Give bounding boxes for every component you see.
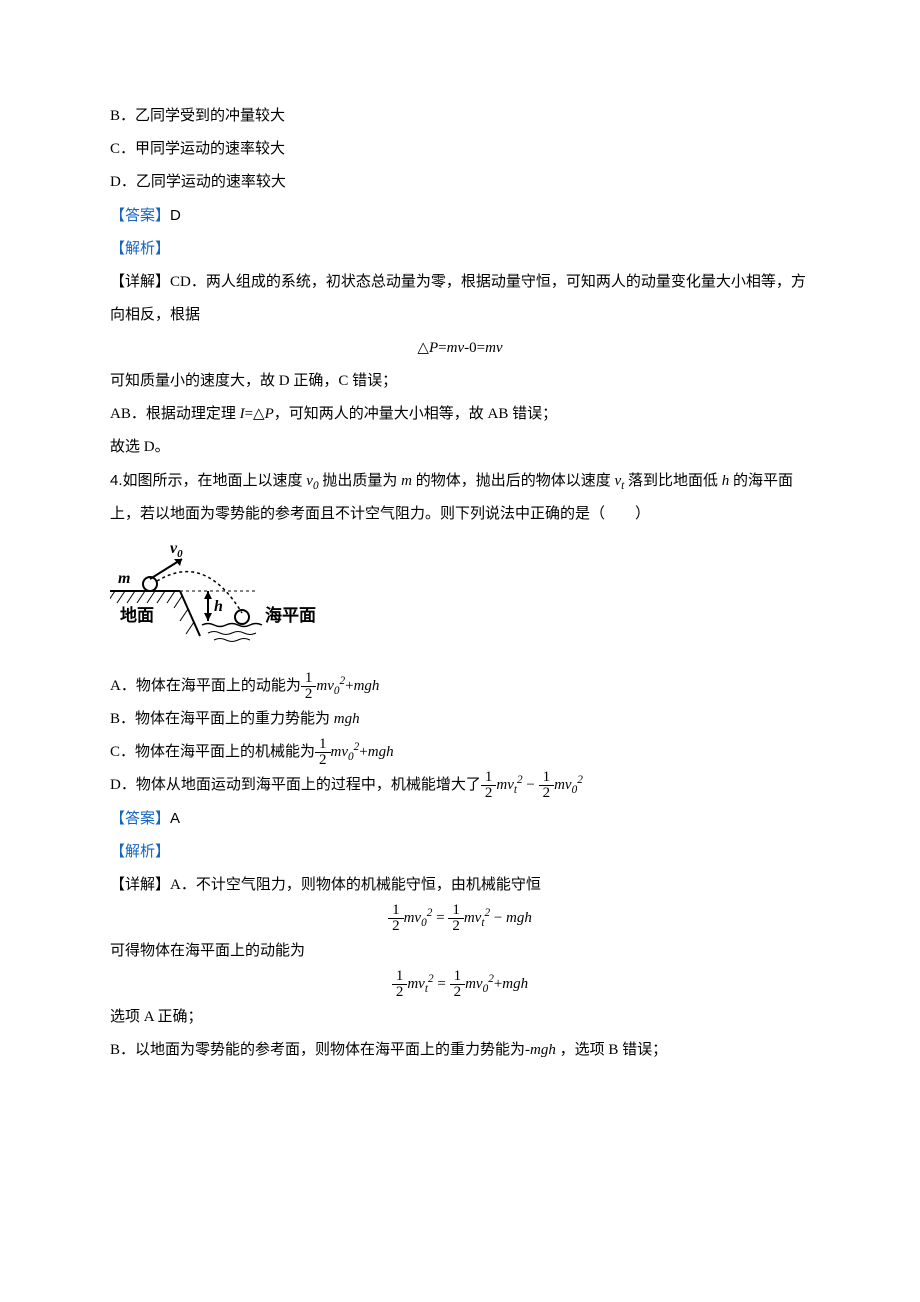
opt-b-text: 物体在海平面上的重力势能为 (135, 711, 334, 727)
analysis-1-ab: AB．根据动理定理 I=△P，可知两人的冲量大小相等，故 AB 错误； (110, 398, 810, 431)
equation-1: 12mv02 = 12mvt2 − mgh (110, 902, 810, 935)
q4-stem-p4: 落到比地面低 (624, 473, 722, 489)
dp-mv2: mv (485, 340, 503, 356)
analysis-label: 【解析】 (110, 241, 170, 257)
opt-d-mv1: mvt2 (496, 777, 522, 793)
dp-rest: -0= (464, 340, 485, 356)
q4-number: 4. (110, 472, 123, 489)
q4-stem-p2: 抛出质量为 (319, 473, 402, 489)
dp-eq1: = (438, 340, 446, 356)
opt-a-mv: mv02 (316, 678, 345, 694)
equation-dp: △P=mv-0=mv (110, 332, 810, 365)
analysis-2-b: B．以地面为零势能的参考面，则物体在海平面上的重力势能为-mgh ，选项 B 错… (110, 1034, 810, 1067)
opt-c-text: 物体在海平面上的机械能为 (135, 744, 315, 760)
opt-c-label: C． (110, 744, 135, 760)
analysis-2-label: 【解析】 (110, 836, 810, 869)
eq1-frac-l: 12 (388, 903, 404, 934)
an2-b-mgh: mgh (530, 1042, 556, 1058)
opt-b-mgh: mgh (334, 711, 360, 727)
eq1-minus: − (490, 910, 506, 926)
q4-option-c: C．物体在海平面上的机械能为12mv02+mgh (110, 736, 810, 769)
ab-part2: ，可知两人的冲量大小相等，故 AB 错误； (274, 406, 557, 422)
opt-d-mv2: mv02 (554, 777, 583, 793)
diagram-sea-label: 海平面 (265, 605, 316, 625)
equation-2: 12mvt2 = 12mv02+mgh (110, 968, 810, 1001)
q4-vt: vt (614, 473, 624, 489)
q4-diagram: v0 m h 地面 海平面 (110, 541, 810, 664)
analysis-2-detail-a: 【详解】A．不计空气阻力，则物体的机械能守恒，由机械能守恒 (110, 869, 810, 902)
q4-stem: 4.如图所示，在地面上以速度 v0 抛出质量为 m 的物体，抛出后的物体以速度 … (110, 464, 810, 531)
ab-eq: =△ (245, 406, 265, 422)
eq2-mv-l: mvt2 (407, 976, 433, 992)
analysis-1-line2: 可知质量小的速度大，故 D 正确，C 错误； (110, 365, 810, 398)
option-c: C．甲同学运动的速率较大 (110, 133, 810, 166)
answer-1: 【答案】D (110, 199, 810, 233)
frac-half-a: 12 (301, 671, 317, 702)
answer-value: D (170, 207, 181, 224)
analysis-1-label: 【解析】 (110, 233, 810, 266)
eq1-frac-r: 12 (448, 903, 464, 934)
q4-option-d: D．物体从地面运动到海平面上的过程中，机械能增大了12mvt2 − 12mv02 (110, 769, 810, 802)
analysis-1-conclusion: 故选 D。 (110, 431, 810, 464)
opt-a-label: A． (110, 678, 136, 694)
dp-triangle: △ (417, 340, 429, 356)
opt-c-mv: mv02 (331, 744, 360, 760)
option-d: D．乙同学运动的速率较大 (110, 166, 810, 199)
dp-mv1: mv (447, 340, 465, 356)
opt-d-minus: − (523, 777, 539, 793)
an2-b-p1: B．以地面为零势能的参考面，则物体在海平面上的重力势能为- (110, 1042, 530, 1058)
option-b: B．乙同学受到的冲量较大 (110, 100, 810, 133)
diagram-m-label: m (118, 570, 130, 587)
diagram-h-label: h (214, 598, 223, 615)
frac-half-d1: 12 (481, 770, 497, 801)
q4-option-a: A．物体在海平面上的动能为12mv02+mgh (110, 670, 810, 703)
eq2-mv-r: mv02 (465, 976, 494, 992)
opt-a-text: 物体在海平面上的动能为 (136, 678, 301, 694)
eq1-mv-l: mv02 (404, 910, 433, 926)
eq2-frac-r: 12 (450, 969, 466, 1000)
eq2-frac-l: 12 (392, 969, 408, 1000)
q4-stem-p3: 的物体，抛出后的物体以速度 (412, 473, 615, 489)
ab-part1: AB．根据动理定理 (110, 406, 240, 422)
ab-P: P (265, 406, 274, 422)
q4-stem-p1: 如图所示，在地面上以速度 (123, 473, 307, 489)
analysis-label-2: 【解析】 (110, 844, 170, 860)
eq1-mgh: mgh (506, 910, 532, 926)
frac-half-d2: 12 (539, 770, 555, 801)
diagram-v0-label: v0 (170, 541, 183, 560)
opt-d-text: 物体从地面运动到海平面上的过程中，机械能增大了 (136, 777, 481, 793)
opt-c-plus: + (359, 744, 367, 760)
an2-b-p2: ，选项 B 错误； (556, 1042, 667, 1058)
eq2-eq: = (434, 976, 450, 992)
opt-a-plus: + (345, 678, 353, 694)
q4-v0: v0 (306, 473, 318, 489)
analysis-2-a-ok: 选项 A 正确； (110, 1001, 810, 1034)
diagram-ground-label: 地面 (120, 605, 154, 625)
q4-option-b: B．物体在海平面上的重力势能为 mgh (110, 703, 810, 736)
analysis-2-line-ek: 可得物体在海平面上的动能为 (110, 935, 810, 968)
eq1-mv-r: mvt2 (464, 910, 490, 926)
opt-d-label: D． (110, 777, 136, 793)
frac-half-c: 12 (315, 737, 331, 768)
eq1-eq: = (432, 910, 448, 926)
answer-label-2: 【答案】 (110, 811, 170, 827)
analysis-1-detail-cd: 【详解】CD．两人组成的系统，初状态总动量为零，根据动量守恒，可知两人的动量变化… (110, 266, 810, 332)
answer-label: 【答案】 (110, 208, 170, 224)
opt-c-mgh: mgh (368, 744, 394, 760)
answer-value-2: A (170, 810, 180, 827)
opt-b-label: B． (110, 711, 135, 727)
q4-m: m (401, 473, 412, 489)
dp-p: P (429, 340, 438, 356)
answer-2: 【答案】A (110, 802, 810, 836)
opt-a-mgh: mgh (354, 678, 380, 694)
eq2-mgh: mgh (502, 976, 528, 992)
